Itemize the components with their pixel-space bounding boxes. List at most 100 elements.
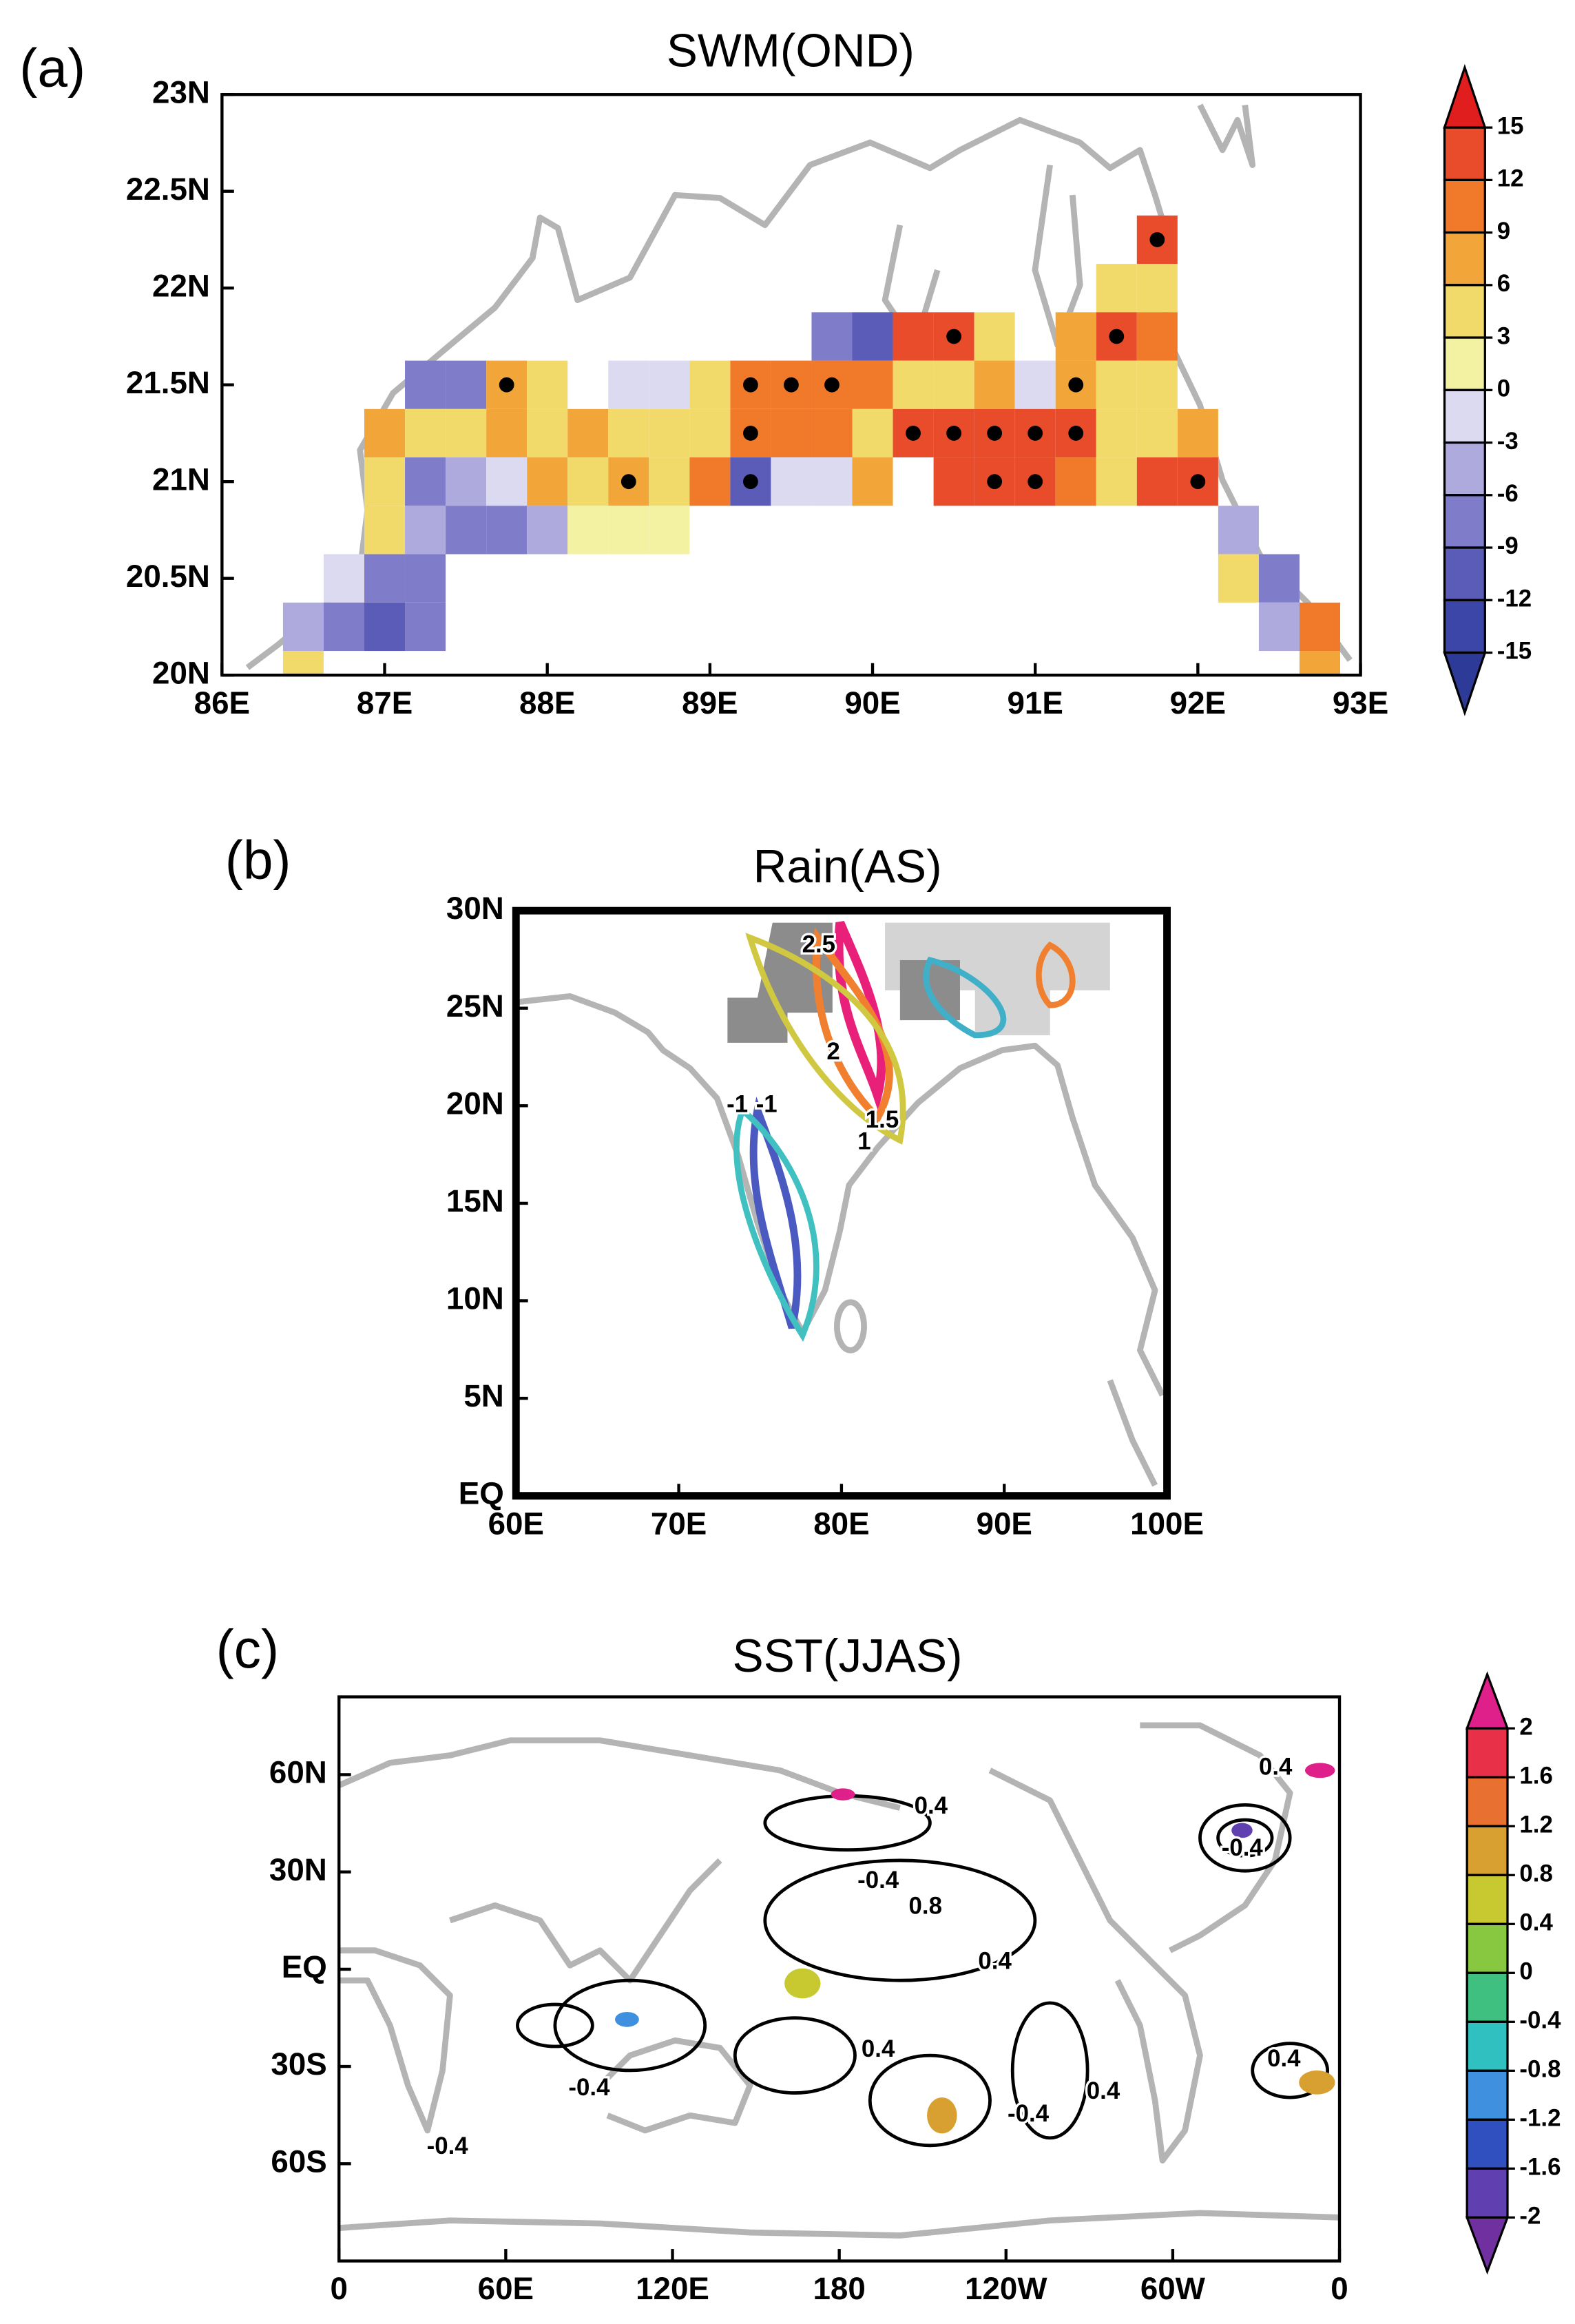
grid-cell [649,408,690,458]
colorbar-label: -2 [1519,2203,1541,2230]
x-tick-label: 100E [1130,1506,1204,1541]
grid-cell [1096,264,1137,313]
grid-cell [893,360,934,409]
colorbar-label: -1.2 [1519,2105,1561,2132]
panel-label: (b) [225,829,291,890]
grid-cell [405,408,446,458]
significance-dot [987,426,1003,441]
colorbar-box [1443,178,1486,234]
significance-dot [906,426,921,441]
grid-cell [446,506,487,554]
contour-label: 0.4 [915,1792,948,1819]
grid-cell [1096,408,1137,458]
y-tick-label: EQ [459,1476,504,1511]
colorbar-box [1466,1874,1509,1925]
grid-cell [933,457,974,506]
x-tick-label: 90E [977,1506,1032,1541]
significance-dot [1109,329,1125,344]
grid-cell [1055,457,1096,506]
panel-label: (a) [19,37,85,98]
grid-cell [446,360,487,409]
x-tick-label: 89E [682,685,738,720]
panel-title: SWM(OND) [667,25,915,76]
grid-cell [811,312,853,361]
contour-label: 1.5 [866,1106,899,1133]
grid-cell [852,312,893,361]
grid-cell [282,651,324,676]
significance-dot [784,377,799,393]
colorbar-box [1443,284,1486,339]
panel-label: (c) [216,1619,279,1679]
panel-title: SST(JJAS) [733,1630,963,1682]
grid-cell [852,457,893,506]
grid-cell [649,506,690,554]
grid-cell [689,408,731,458]
colorbar-triangle [1465,2216,1510,2275]
grid-cell [446,457,487,506]
colorbar-triangle [1443,651,1487,716]
grid-cell [364,408,406,458]
x-tick-label: 91E [1008,685,1063,720]
contour-label: -0.4 [1222,1834,1264,1861]
y-tick-label: 22.5N [126,172,210,207]
colorbar-label: 0.8 [1519,1860,1552,1887]
colorbar-label: 15 [1497,112,1524,139]
contour-label: -0.4 [568,2074,610,2101]
colorbar-label: -0.4 [1519,2007,1561,2034]
grid-cell [1218,554,1259,603]
grid-cell [527,360,568,409]
significance-dot [1068,426,1084,441]
grid-cell [1055,312,1096,361]
grid-cell [446,408,487,458]
colorbar-box [1466,1825,1509,1876]
grid-cell [405,506,446,554]
plot-frame [337,1695,1342,2263]
x-tick-label: 120W [965,2271,1047,2306]
colorbar-box [1443,599,1486,654]
grid-cell [1299,651,1341,676]
significance-dot [987,474,1003,490]
colorbar-label: -1.6 [1519,2154,1561,2181]
y-tick-label: EQ [282,1949,327,1984]
significance-dot [743,377,758,393]
contour-label: 0.8 [909,1893,942,1920]
y-tick-label: 23N [152,74,210,110]
x-tick-label: 70E [651,1506,707,1541]
x-tick-label: 60E [478,2271,534,2306]
grid-cell [608,360,649,409]
significance-dot [499,377,514,393]
contour-label: -1 [727,1091,748,1118]
significance-dot [743,474,758,490]
grid-cell [486,506,528,554]
grid-cell [1136,264,1178,313]
colorbar-label: 1.2 [1519,1811,1552,1838]
grid-cell [567,408,609,458]
colorbar-label: -15 [1497,638,1532,665]
y-tick-label: 21N [152,461,210,497]
colorbar-label: 3 [1497,322,1510,349]
x-tick-label: 60E [488,1506,544,1541]
y-tick-label: 20.5N [126,559,210,594]
plot-data [282,215,1341,676]
grid-cell [852,408,893,458]
grid-cell [1218,506,1259,554]
grid-cell [527,408,568,458]
grid-cell [364,506,406,554]
colorbar-label: 0 [1519,1958,1532,1985]
y-tick-label: 25N [446,988,504,1024]
grid-cell [1299,602,1341,652]
grid-cell [282,602,324,652]
colorbar-box [1466,1971,1509,2023]
colorbar-triangle [1443,63,1487,129]
grid-cell [771,457,812,506]
contour-label: 0.4 [978,1948,1012,1975]
colorbar-box [1443,494,1486,549]
grid-cell [608,506,649,554]
grid-cell [405,602,446,652]
grid-cell [1096,457,1137,506]
grid-cell [608,408,649,458]
y-tick-label: 10N [446,1281,504,1316]
significance-dot [946,426,962,441]
grid-cell [689,457,731,506]
